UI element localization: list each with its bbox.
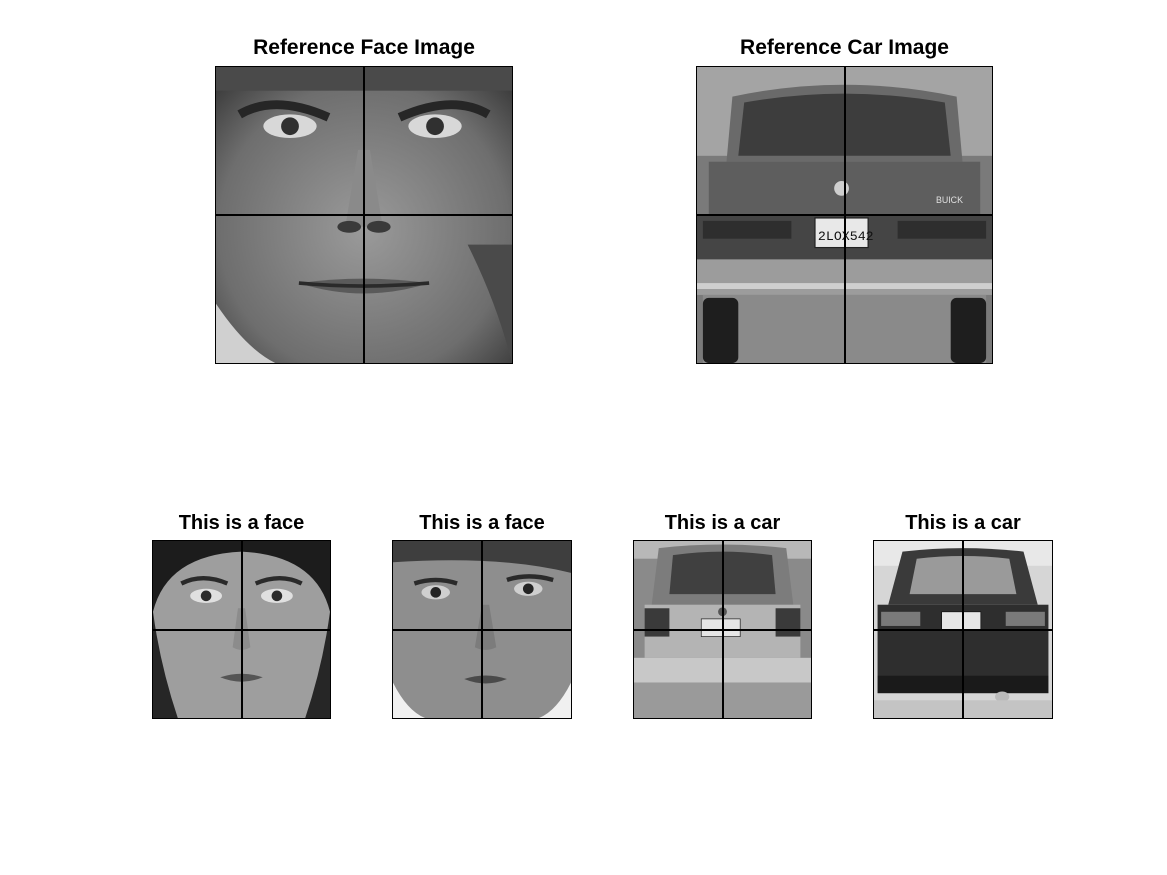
- panel-title: Reference Car Image: [740, 36, 949, 59]
- face-image-1: [152, 540, 331, 719]
- car-image-2: [873, 540, 1053, 719]
- reference-car-image: BUICK 2LOX542: [696, 66, 993, 364]
- panel-face-2: This is a face: [392, 512, 572, 719]
- grid-line-horizontal: [634, 628, 811, 631]
- panel-reference-face: Reference Face Image: [215, 36, 513, 364]
- panel-car-1: This is a car: [633, 512, 812, 719]
- license-plate-text: 2LOX542: [818, 229, 874, 244]
- panel-car-2: This is a car: [873, 512, 1053, 719]
- panel-title: Reference Face Image: [253, 36, 475, 59]
- grid-line-horizontal: [393, 628, 571, 631]
- car-badge-text: BUICK: [936, 195, 963, 205]
- panel-face-1: This is a face: [152, 512, 331, 719]
- panel-title: This is a car: [905, 512, 1021, 534]
- grid-line-horizontal: [874, 628, 1052, 631]
- grid-line-horizontal: [216, 214, 512, 216]
- car-image-1: [633, 540, 812, 719]
- panel-reference-car: Reference Car Image BUICK 2LOX542: [696, 36, 993, 364]
- panel-title: This is a car: [664, 512, 781, 534]
- grid-line-horizontal: [697, 214, 992, 216]
- face-image-2: [392, 540, 572, 719]
- panel-title: This is a face: [178, 512, 305, 534]
- reference-face-image: [215, 66, 513, 364]
- grid-line-horizontal: [153, 628, 330, 631]
- panel-title: This is a face: [419, 512, 545, 534]
